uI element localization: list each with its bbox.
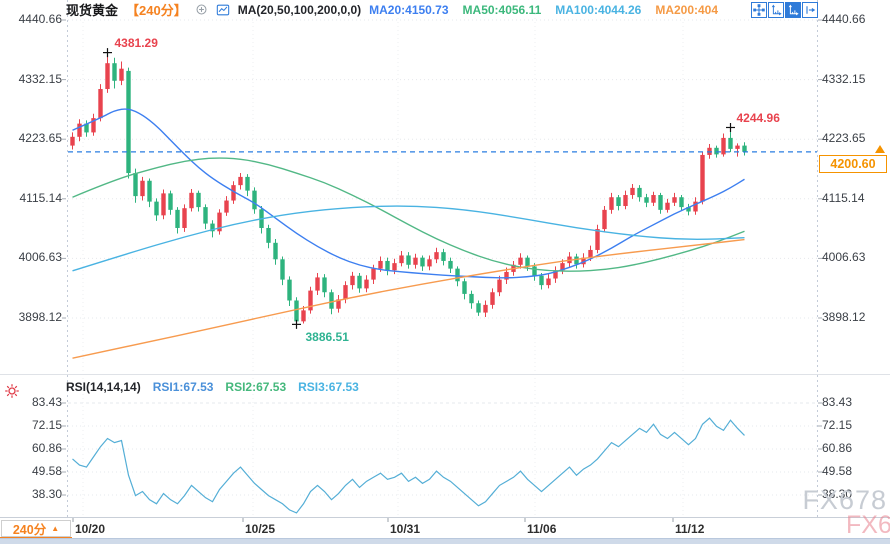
- horizontal-scrollbar[interactable]: [0, 538, 890, 544]
- add-indicator-icon[interactable]: [195, 3, 208, 16]
- ma-value-label: MA50:4056.11: [462, 2, 542, 17]
- indicator-settings-icon[interactable]: [4, 383, 20, 399]
- rsi-value-label: RSI3:67.53: [298, 380, 359, 394]
- rsi-value-label: RSI1:67.53: [152, 380, 214, 394]
- chart-header: 现货黄金 【240分】 MA(20,50,100,200,0,0) MA20:4…: [66, 1, 718, 19]
- chart-toolbar: [751, 2, 818, 18]
- gridlines: [0, 0, 890, 522]
- ma-value-label: MA100:4044.26: [555, 2, 642, 17]
- rsi-values: RSI1:67.53 RSI2:67.53 RSI3:67.53: [153, 380, 359, 394]
- move-tool-icon[interactable]: [751, 2, 767, 18]
- candlestick-series: [70, 52, 747, 325]
- ma-settings-label: MA(20,50,100,200,0,0): [237, 2, 362, 17]
- current-price-tag: 4200.60: [819, 144, 887, 173]
- timeframe-tab[interactable]: 240分 ▲: [1, 520, 71, 537]
- y-axis-zoom-icon[interactable]: [768, 2, 784, 18]
- ma-lines: [72, 108, 745, 514]
- timeframe-tab-label: 240分: [12, 523, 47, 537]
- ma-value-label: MA200:404: [655, 2, 719, 17]
- pan-right-icon[interactable]: [802, 2, 818, 18]
- symbol-title: 现货黄金: [66, 3, 119, 18]
- timeframe-up-arrow-icon: ▲: [51, 523, 60, 533]
- ma-value-label: MA20:4150.73: [369, 2, 449, 17]
- chart-type-icon[interactable]: [216, 3, 230, 17]
- current-price-value: 4200.60: [830, 156, 876, 171]
- timeframe-badge: 【240分】: [126, 3, 187, 18]
- rsi-settings-label: RSI(14,14,14): [66, 380, 141, 394]
- rsi-header: RSI(14,14,14) RSI1:67.53 RSI2:67.53 RSI3:6…: [66, 379, 359, 395]
- y-axis-scale-icon[interactable]: [785, 2, 801, 18]
- rsi-value-label: RSI2:67.53: [225, 380, 287, 394]
- ma-values: MA20:4150.73 MA50:4056.11 MA100:4044.26 MA2…: [369, 3, 718, 17]
- current-price-line: [68, 48, 817, 329]
- price-up-arrow-icon: [875, 144, 885, 153]
